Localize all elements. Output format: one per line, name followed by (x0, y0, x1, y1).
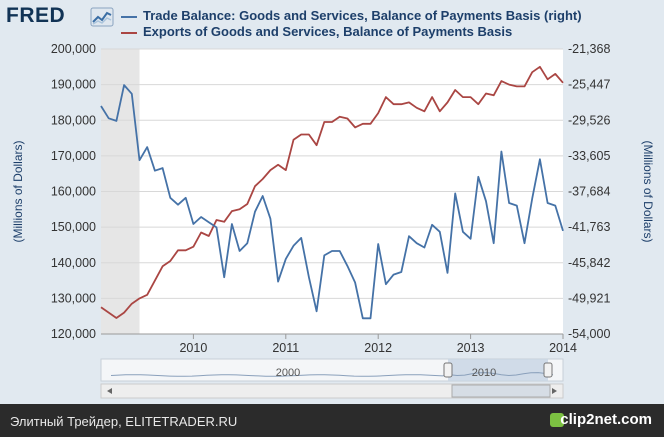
x-tick-label: 2012 (364, 341, 392, 355)
y-tick-right: -45,842 (568, 256, 610, 270)
y-tick-right: -33,605 (568, 149, 610, 163)
x-tick-label: 2010 (179, 341, 207, 355)
navigator-handle-left[interactable] (443, 362, 453, 378)
y-tick-right: -21,368 (568, 42, 610, 56)
y-tick-right: -41,763 (568, 220, 610, 234)
y-tick-left: 170,000 (51, 149, 96, 163)
navigator-selection (448, 359, 548, 381)
x-tick-label: 2014 (549, 341, 577, 355)
y-tick-left: 150,000 (51, 220, 96, 234)
clip2net-icon (550, 413, 564, 427)
navigator-label-2000: 2000 (276, 367, 300, 379)
footer-caption: Элитный Трейдер, ELITETRADER.RU (10, 414, 238, 429)
navigator-handle-right[interactable] (543, 362, 553, 378)
navigator-series (110, 372, 554, 377)
chart-frame: FRED Trade Balance: Goods and Services, … (6, 4, 655, 399)
legend-swatch-exports (121, 32, 137, 34)
navigator-label-2010: 2010 (472, 367, 496, 379)
legend-label-trade-balance: Trade Balance: Goods and Services, Balan… (143, 8, 582, 23)
y-tick-left: 130,000 (51, 291, 96, 305)
y-tick-right: -37,684 (568, 185, 610, 199)
clip2net-brand[interactable]: clip2net.com (560, 411, 652, 428)
y-axis-label-right: (Millions of Dollars) (641, 140, 655, 242)
scroll-right-icon[interactable] (552, 388, 557, 394)
y-tick-right: -29,526 (568, 113, 610, 127)
fred-logo[interactable]: FRED (6, 4, 66, 27)
y-tick-right: -54,000 (568, 327, 610, 341)
y-tick-left: 200,000 (51, 42, 96, 56)
legend-swatch-trade-balance (121, 16, 137, 18)
y-tick-left: 120,000 (51, 327, 96, 341)
y-tick-right: -25,447 (568, 78, 610, 92)
legend-label-exports: Exports of Goods and Services, Balance o… (143, 24, 513, 39)
y-tick-left: 160,000 (51, 185, 96, 199)
y-tick-right: -49,921 (568, 291, 610, 305)
series-line-exports (100, 65, 564, 319)
y-tick-left: 190,000 (51, 78, 96, 92)
y-tick-left: 140,000 (51, 256, 96, 270)
footer-bar: Элитный Трейдер, ELITETRADER.RU clip2net… (0, 404, 664, 437)
chart-canvas: 120,000 130,000 140,000 150,000 160,000 170,0… (11, 42, 655, 399)
scrollbar-thumb[interactable] (451, 384, 551, 398)
y-axis-label-left: (Millions of Dollars) (11, 140, 25, 242)
x-tick-label: 2011 (272, 341, 299, 355)
series-line-trade-balance (100, 84, 564, 320)
y-tick-left: 180,000 (51, 113, 96, 127)
x-tick-label: 2013 (457, 341, 485, 355)
fred-chart-icon (90, 7, 114, 27)
scroll-left-icon[interactable] (107, 388, 112, 394)
scrollbar-track[interactable] (100, 383, 564, 399)
